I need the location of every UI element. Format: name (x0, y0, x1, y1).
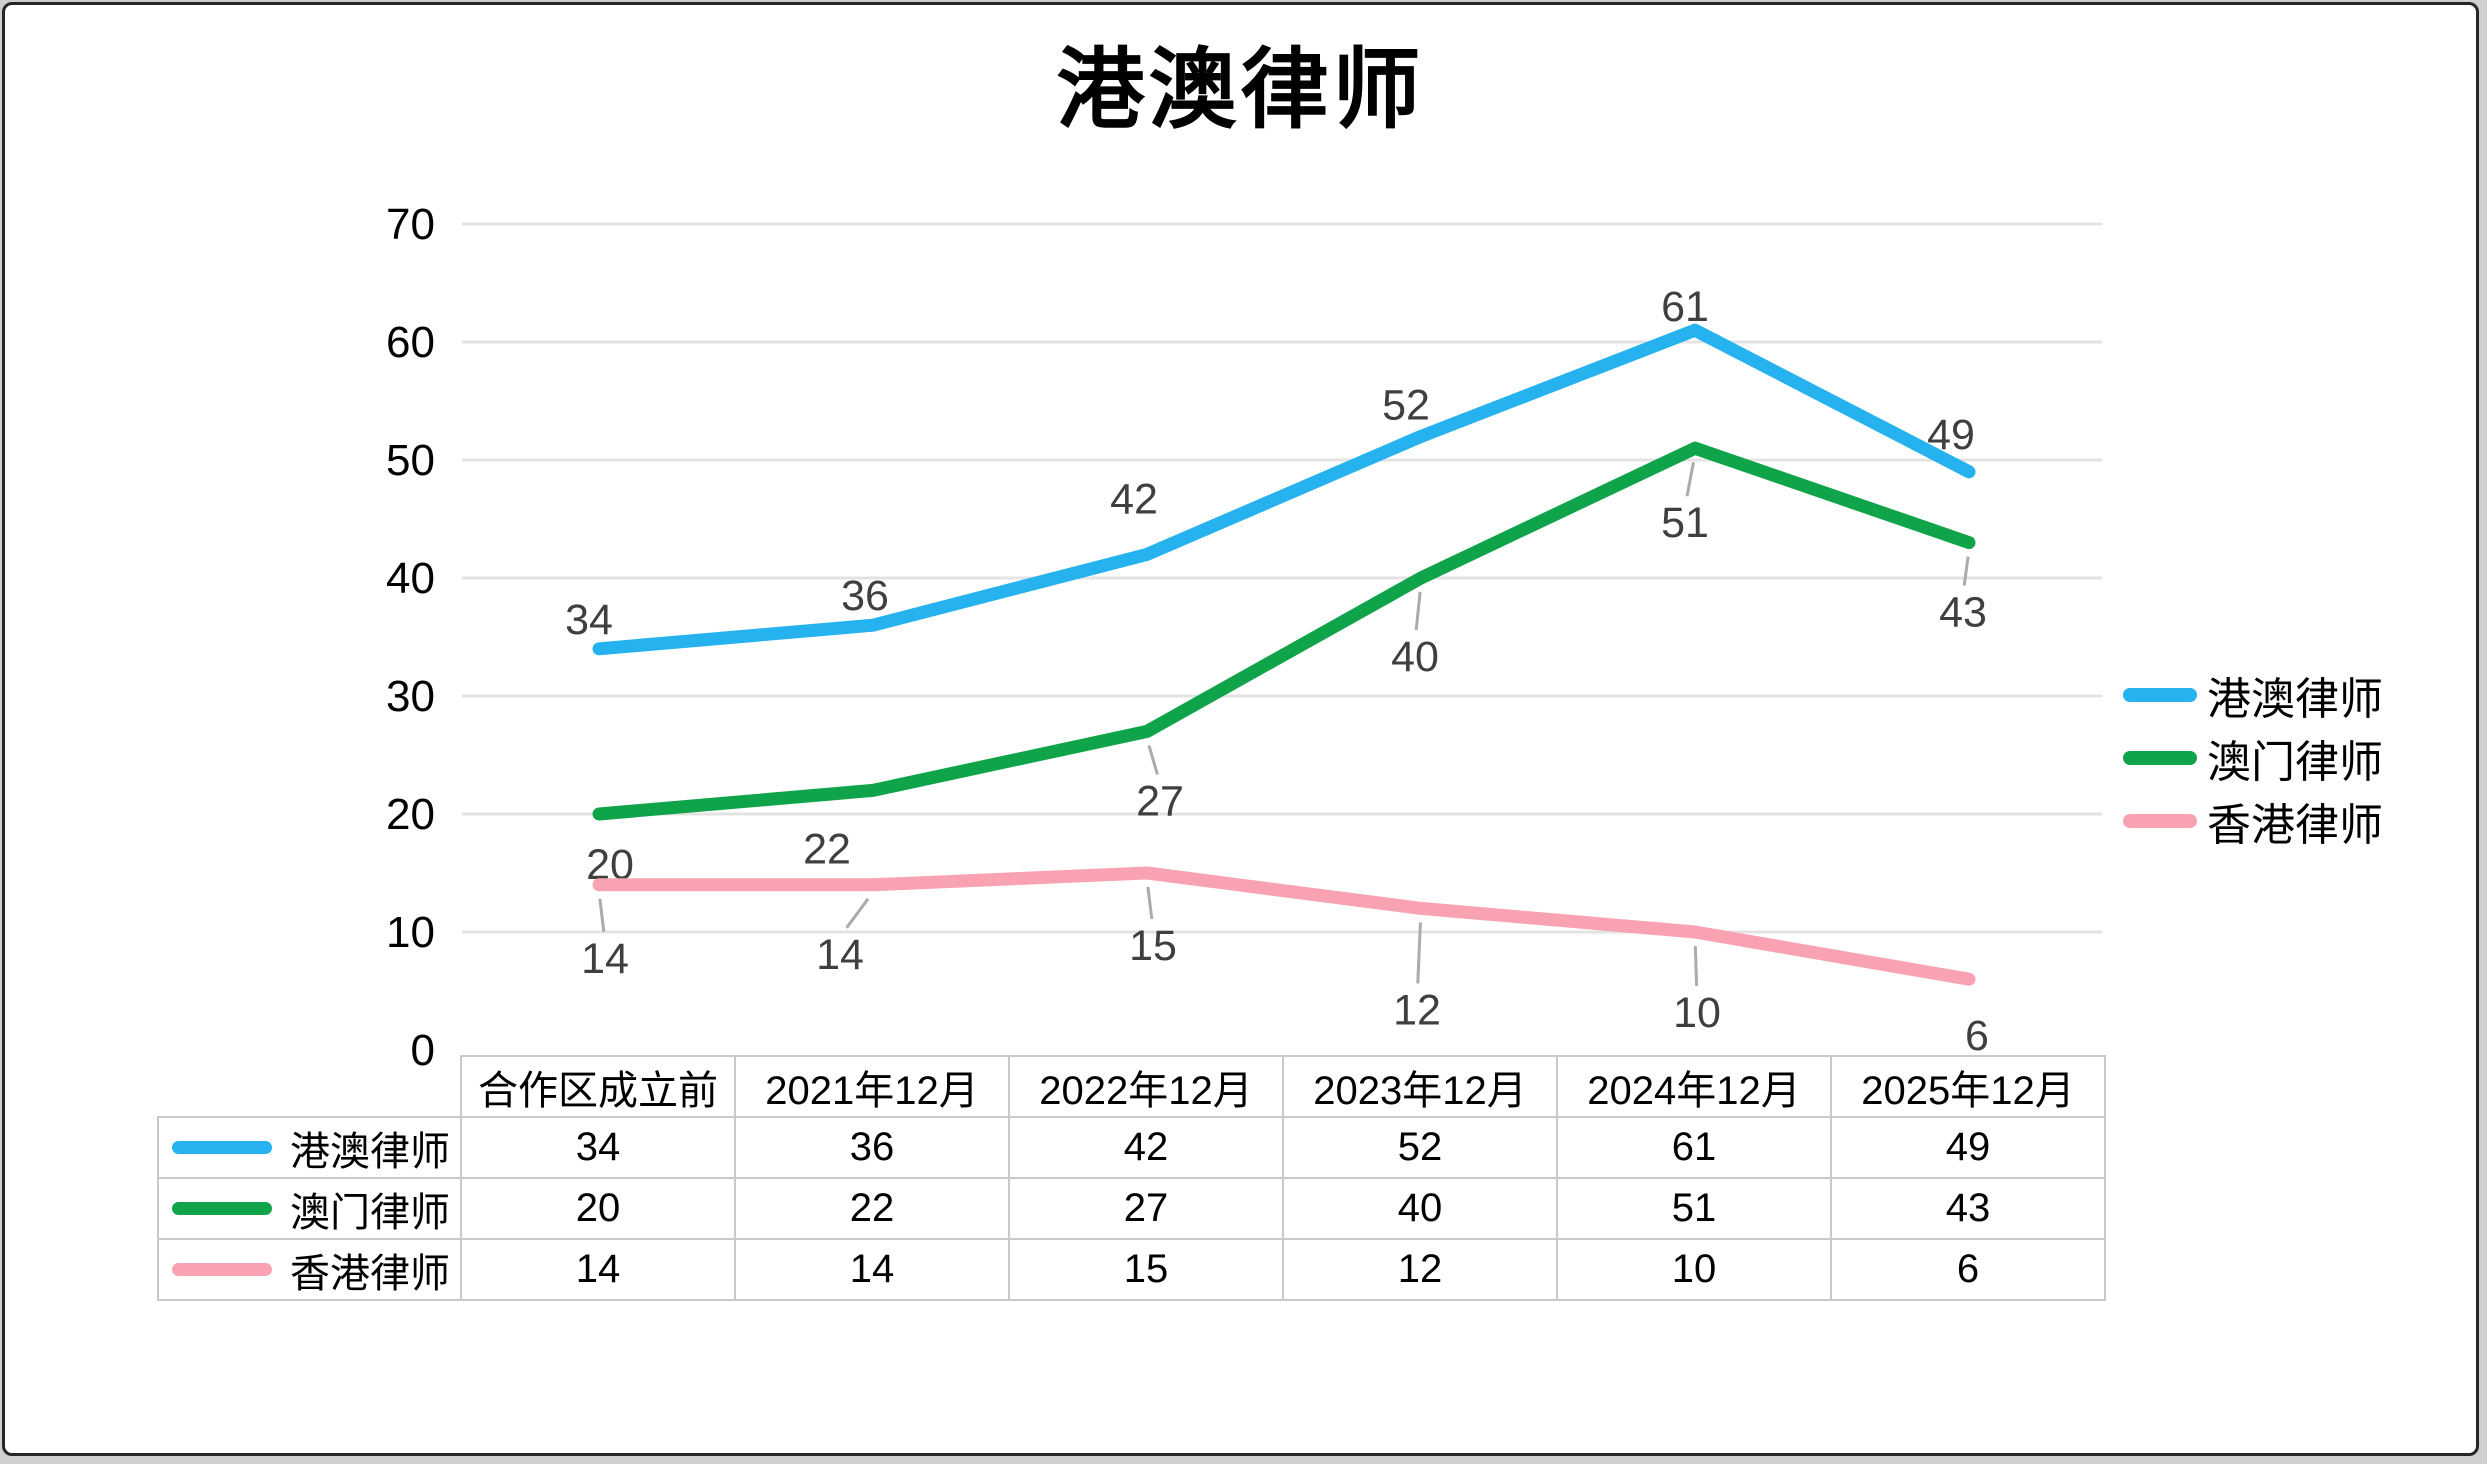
series-swatch-icon (172, 1263, 272, 1276)
data-label: 52 (1382, 381, 1430, 429)
label-leader-line (1962, 556, 1970, 586)
y-axis-label: 70 (386, 200, 435, 249)
data-label: 42 (1110, 475, 1158, 523)
data-label: 27 (1136, 777, 1184, 825)
data-label: 36 (841, 572, 889, 620)
table-cell: 12 (1282, 1238, 1558, 1301)
chart-data-table: 合作区成立前 2021年12月 2022年12月 2023年12月 2024年12月 20… (157, 1055, 2106, 1301)
table-cell: 27 (1008, 1177, 1284, 1240)
data-label: 15 (1129, 922, 1177, 970)
label-leader-line (1147, 744, 1159, 775)
table-cell: 61 (1556, 1116, 1832, 1179)
table-cell: 20 (460, 1177, 736, 1240)
table-header-cell: 2022年12月 (1008, 1055, 1284, 1118)
legend-label: 香港律师 (2207, 800, 2383, 850)
table-cell: 34 (460, 1116, 736, 1179)
table-header-cell: 2025年12月 (1830, 1055, 2106, 1118)
table-cell: 15 (1008, 1238, 1284, 1301)
table-cell: 42 (1008, 1116, 1284, 1179)
legend-label: 澳门律师 (2207, 737, 2383, 787)
data-label: 61 (1661, 283, 1709, 331)
table-cell: 22 (734, 1177, 1010, 1240)
series-line-1 (592, 441, 1976, 821)
table-header-cell: 2024年12月 (1556, 1055, 1832, 1118)
series-swatch-icon (172, 1141, 272, 1154)
legend-label: 港澳律师 (2207, 674, 2383, 724)
table-row-label: 港澳律师 (157, 1116, 462, 1179)
label-leader-line (1414, 591, 1422, 631)
table-cell: 49 (1830, 1116, 2106, 1179)
legend-swatch-icon (2123, 750, 2197, 765)
data-label: 6 (1965, 1012, 1989, 1060)
chart-title: 港澳律师 (1056, 37, 1425, 141)
table-cell: 6 (1830, 1238, 2106, 1301)
table-cell: 14 (460, 1238, 736, 1301)
label-leader-line (1146, 886, 1154, 920)
data-label: 43 (1939, 589, 1987, 637)
legend-swatch-icon (2123, 813, 2197, 828)
table-row-label: 香港律师 (157, 1238, 462, 1301)
y-axis-label: 50 (386, 436, 435, 485)
table-cell: 51 (1556, 1177, 1832, 1240)
table-header-cell: 合作区成立前 (460, 1055, 736, 1118)
table-cell: 52 (1282, 1116, 1558, 1179)
table-row: 澳门律师 20 22 27 40 51 43 (157, 1177, 2106, 1240)
legend-item: 澳门律师 (2123, 726, 2383, 789)
table-row-label: 澳门律师 (157, 1177, 462, 1240)
data-label: 10 (1673, 989, 1721, 1037)
data-label: 40 (1391, 633, 1439, 681)
table-row: 香港律师 14 14 15 12 10 6 (157, 1238, 2106, 1301)
series-name: 澳门律师 (290, 1190, 450, 1235)
series-swatch-icon (172, 1202, 272, 1215)
table-header-cell: 2021年12月 (734, 1055, 1010, 1118)
y-axis-label: 20 (386, 790, 435, 839)
y-axis-label: 0 (411, 1026, 435, 1075)
label-leader-line (1685, 461, 1695, 497)
data-label: 22 (803, 825, 851, 873)
table-corner-cell (158, 1056, 461, 1117)
data-label: 51 (1661, 499, 1709, 547)
table-header-cell: 2023年12月 (1282, 1055, 1558, 1118)
label-leader-line (1416, 922, 1422, 984)
table-cell: 10 (1556, 1238, 1832, 1301)
table-cell: 43 (1830, 1177, 2106, 1240)
data-label: 12 (1393, 986, 1441, 1034)
legend-item: 香港律师 (2123, 789, 2383, 852)
series-line-2 (592, 866, 1976, 986)
y-axis-label: 30 (386, 672, 435, 721)
label-leader-line (598, 898, 606, 932)
data-label: 49 (1927, 411, 1975, 459)
y-axis-label: 40 (386, 554, 435, 603)
legend-swatch-icon (2123, 687, 2197, 702)
data-label: 34 (565, 596, 613, 644)
y-axis-label: 60 (386, 318, 435, 367)
legend-item: 港澳律师 (2123, 663, 2383, 726)
data-label: 14 (816, 931, 864, 979)
table-row: 港澳律师 34 36 42 52 61 49 (157, 1116, 2106, 1179)
table-header-row: 合作区成立前 2021年12月 2022年12月 2023年12月 2024年12月 20… (158, 1055, 2106, 1118)
chart-legend: 港澳律师澳门律师香港律师 (2123, 663, 2383, 852)
y-axis-label: 10 (386, 908, 435, 957)
series-line-0 (592, 323, 1976, 656)
table-cell: 40 (1282, 1177, 1558, 1240)
table-cell: 14 (734, 1238, 1010, 1301)
series-name: 港澳律师 (290, 1129, 450, 1174)
series-name: 香港律师 (290, 1251, 450, 1296)
table-cell: 36 (734, 1116, 1010, 1179)
label-leader-line (1693, 945, 1699, 987)
data-label: 14 (581, 935, 629, 983)
label-leader-line (845, 897, 870, 929)
